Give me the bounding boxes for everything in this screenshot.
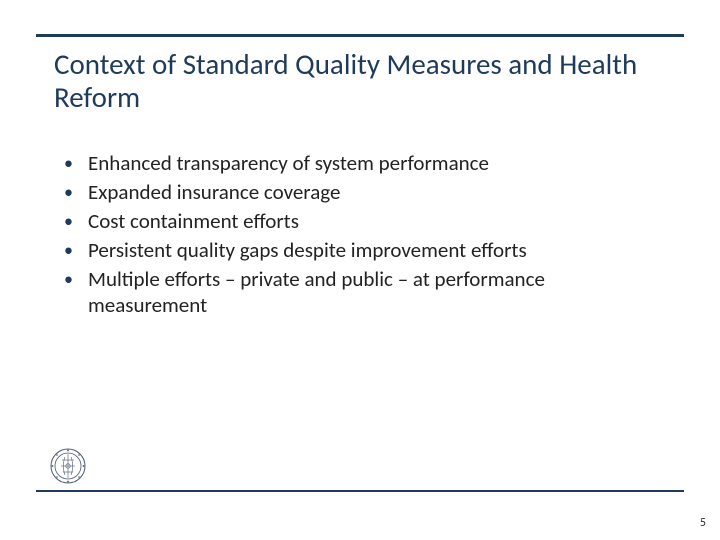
slide: Context of Standard Quality Measures and… [0,0,720,540]
bullet-text: Enhanced transparency of system performa… [88,150,660,176]
bullet-marker: • [62,266,88,292]
state-seal-icon [48,446,88,486]
bullet-marker: • [62,208,88,234]
bullet-list: • Enhanced transparency of system perfor… [62,150,660,321]
bullet-marker: • [62,179,88,205]
bullet-text: Cost containment efforts [88,208,660,234]
list-item: • Expanded insurance coverage [62,179,660,205]
bottom-rule [36,490,684,492]
bullet-marker: • [62,237,88,263]
top-rule [36,34,684,37]
list-item: • Persistent quality gaps despite improv… [62,237,660,263]
list-item: • Enhanced transparency of system perfor… [62,150,660,176]
bullet-marker: • [62,150,88,176]
slide-title: Context of Standard Quality Measures and… [54,48,666,115]
bullet-text: Persistent quality gaps despite improvem… [88,237,660,263]
bullet-text: Multiple efforts – private and public – … [88,266,660,318]
page-number: 5 [700,516,706,530]
list-item: • Multiple efforts – private and public … [62,266,660,318]
list-item: • Cost containment efforts [62,208,660,234]
bullet-text: Expanded insurance coverage [88,179,660,205]
